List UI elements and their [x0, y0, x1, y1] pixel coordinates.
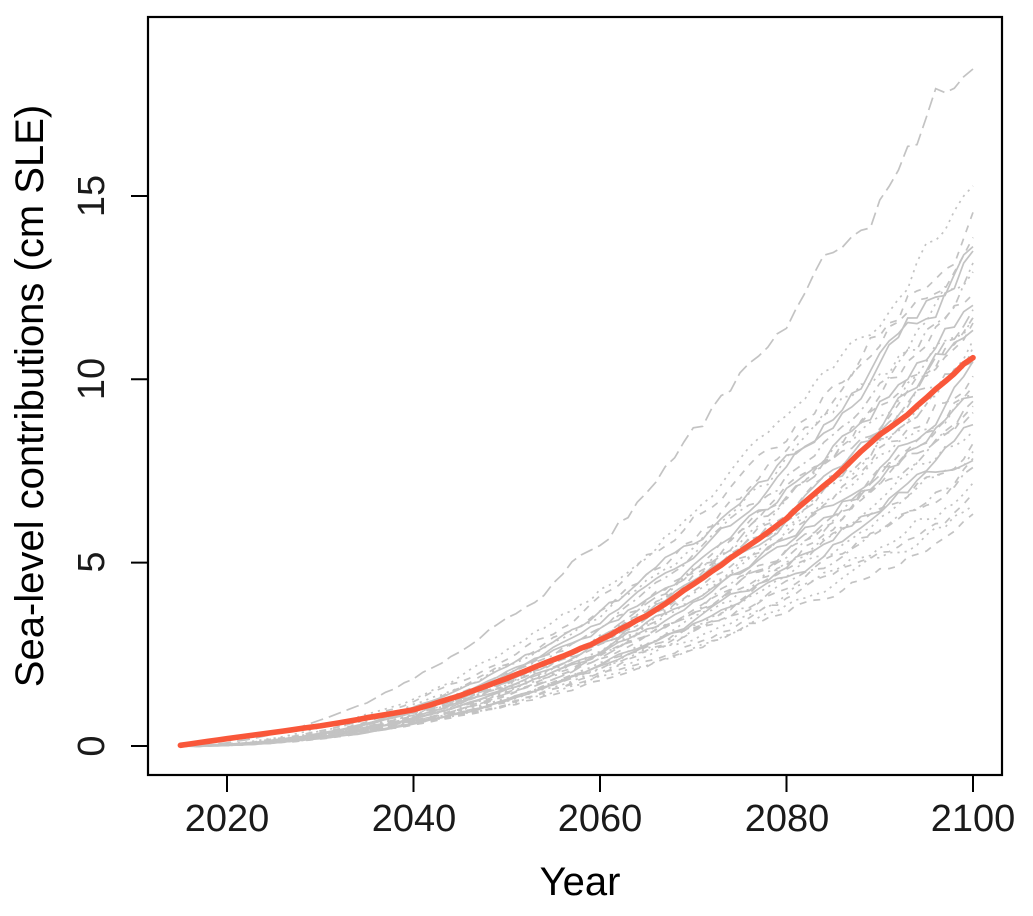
ensemble-member-line: [180, 459, 974, 748]
ensemble-member-line: [180, 293, 974, 747]
ensemble-member-line: [180, 482, 974, 748]
ensemble-member-line: [180, 309, 974, 747]
ensemble-member-line: [180, 68, 974, 747]
x-tick-label-2020: 2020: [184, 798, 270, 840]
ensemble-member-line: [180, 212, 974, 747]
ensemble-member-line: [180, 393, 974, 747]
ensemble-member-line: [180, 386, 974, 748]
ensemble-member-line: [180, 322, 974, 748]
y-tick-label-0: 0: [71, 735, 113, 757]
plot-border: [146, 15, 1004, 777]
ensemble-member-line: [180, 395, 974, 748]
ensemble-member-line: [180, 317, 974, 748]
ensemble-member-line: [180, 360, 974, 748]
ensemble-member-line: [180, 245, 974, 747]
ensemble-member-line: [180, 504, 974, 747]
ensemble-member-line: [180, 466, 974, 747]
ensemble-member-line: [180, 430, 974, 748]
ensemble-member-line: [180, 361, 974, 747]
y-axis-title: Sea-level contributions (cm SLE): [8, 104, 52, 688]
y-tick-label-15: 15: [71, 174, 113, 218]
ensemble-member-line: [180, 339, 974, 748]
ensemble-member-line: [180, 442, 974, 747]
y-tick-label-10: 10: [71, 357, 113, 401]
x-axis-title: Year: [539, 860, 621, 904]
ensemble-member-line: [180, 412, 974, 747]
x-tick-label-2060: 2060: [557, 798, 643, 840]
ensemble-member-line: [180, 262, 974, 747]
ensemble-member-line: [180, 513, 974, 748]
ensemble-member-line: [180, 457, 974, 747]
x-tick-label-2040: 2040: [371, 798, 457, 840]
y-tick-label-5: 5: [71, 551, 113, 573]
ensemble-mean-line: [177, 354, 976, 749]
ensemble-member-line: [180, 375, 974, 747]
x-tick-label-2080: 2080: [744, 798, 830, 840]
data-lines: [177, 68, 976, 749]
ensemble-member-line: [180, 451, 974, 747]
ensemble-member-line: [180, 400, 974, 748]
ensemble-member-line: [180, 271, 974, 748]
ensemble-member-line: [180, 492, 974, 747]
x-tick-label-2100: 2100: [930, 798, 1016, 840]
